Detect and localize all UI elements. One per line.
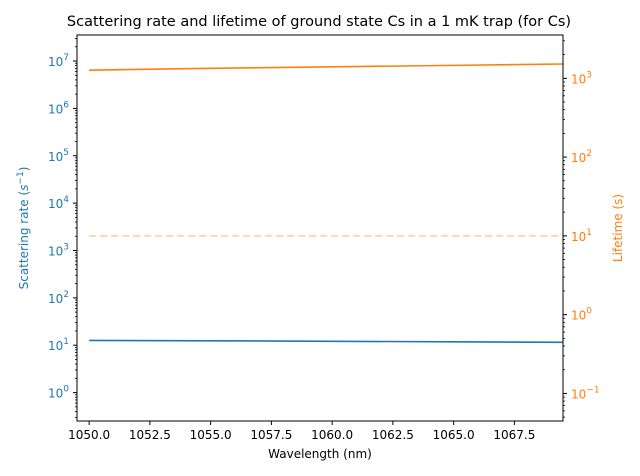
x-tick-label: 1055.0 <box>190 428 232 442</box>
plot-frame <box>76 34 564 422</box>
y-axis-label-left-end: ) <box>17 167 31 172</box>
x-axis-label: Wavelength (nm) <box>268 447 372 461</box>
left-y-tick-label: 103 <box>48 242 69 258</box>
left-y-tick-label: 100 <box>48 385 69 401</box>
series-line-2 <box>89 63 564 71</box>
chart-title: Scattering rate and lifetime of ground s… <box>67 14 571 30</box>
right-y-tick-label: 100 <box>571 307 592 323</box>
left-y-tick-label: 101 <box>48 337 69 353</box>
y-axis-label-left-base: Scattering rate ( <box>17 191 31 290</box>
right-y-tick-label: 103 <box>571 70 592 86</box>
x-tick-label: 1062.5 <box>372 428 414 442</box>
left-y-tick-label: 105 <box>48 148 69 164</box>
left-y-tick-label: 104 <box>48 195 69 211</box>
y-axis-label-left: Scattering rate (s−1) <box>16 167 31 290</box>
right-y-tick-label: 10−1 <box>571 385 600 401</box>
left-y-tick-label: 107 <box>48 53 69 69</box>
x-tick-label: 1065.0 <box>433 428 475 442</box>
left-y-tick-label: 102 <box>48 290 69 306</box>
x-tick-label: 1067.5 <box>493 428 535 442</box>
right-y-tick-label: 101 <box>571 228 592 244</box>
x-tick-label: 1050.0 <box>68 428 110 442</box>
y-axis-label-left-sup: −1 <box>16 171 26 184</box>
y-axis-label-right: Lifetime (s) <box>611 194 625 262</box>
series-line-1 <box>89 339 564 344</box>
x-tick-label: 1052.5 <box>129 428 171 442</box>
right-y-tick-label: 102 <box>571 149 592 165</box>
left-y-tick-label: 106 <box>48 100 69 116</box>
y-axis-label-left-math: s <box>17 185 31 191</box>
x-tick-label: 1060.0 <box>311 428 353 442</box>
x-tick-label: 1057.5 <box>250 428 292 442</box>
